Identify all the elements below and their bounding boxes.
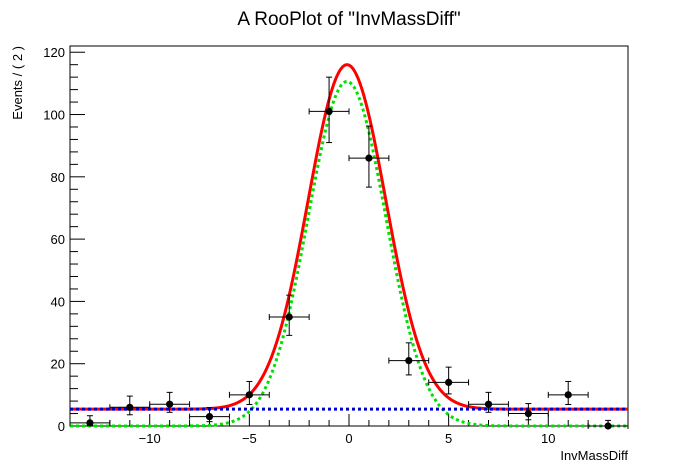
y-tick-label: 40 xyxy=(51,294,65,309)
data-point-group xyxy=(228,380,270,406)
data-point-group xyxy=(189,407,230,423)
data-point xyxy=(484,400,493,408)
data-point-group xyxy=(109,395,151,416)
y-tick-label: 60 xyxy=(51,232,65,247)
data-point-group xyxy=(468,391,509,413)
x-tick-label: −10 xyxy=(139,431,161,446)
signal-curve xyxy=(70,80,628,428)
data-point-group xyxy=(428,366,470,395)
chart-title: A RooPlot of "InvMassDiff" xyxy=(237,9,460,30)
data-point xyxy=(405,356,413,365)
data-points xyxy=(69,76,629,430)
data-point-group xyxy=(69,415,111,427)
y-tick-label: 0 xyxy=(58,419,65,434)
data-point-group xyxy=(587,419,629,430)
data-point xyxy=(86,419,94,427)
data-point xyxy=(604,422,612,430)
y-tick-label: 20 xyxy=(51,357,65,372)
x-tick-label: 10 xyxy=(541,431,555,446)
y-tick-label: 120 xyxy=(43,45,65,60)
y-tick-label: 100 xyxy=(43,108,65,123)
data-point-group xyxy=(388,342,430,376)
data-point-group xyxy=(348,125,390,188)
x-tick-label: 0 xyxy=(345,431,352,446)
data-point xyxy=(205,413,214,421)
data-point-group xyxy=(308,76,350,144)
axis-ticks xyxy=(69,51,629,427)
data-point-group xyxy=(149,391,191,413)
data-point xyxy=(166,400,174,408)
data-point xyxy=(126,403,134,411)
data-point xyxy=(365,154,373,162)
x-axis-label: InvMassDiff xyxy=(560,448,628,463)
data-point-group xyxy=(507,403,549,421)
y-tick-label: 80 xyxy=(51,170,65,185)
data-point xyxy=(325,107,333,116)
data-point xyxy=(285,313,293,321)
data-point xyxy=(524,409,532,418)
model-curves xyxy=(70,63,628,428)
data-point-group xyxy=(547,380,589,406)
data-point xyxy=(245,391,253,399)
x-tick-label: 5 xyxy=(445,431,452,446)
plot-frame xyxy=(69,45,629,427)
x-tick-label: −5 xyxy=(242,431,257,446)
data-point-group xyxy=(268,294,310,336)
data-point xyxy=(564,391,572,399)
y-axis-label: Events / ( 2 ) xyxy=(10,46,25,120)
data-point xyxy=(445,378,453,386)
total-model-curve xyxy=(70,63,628,411)
